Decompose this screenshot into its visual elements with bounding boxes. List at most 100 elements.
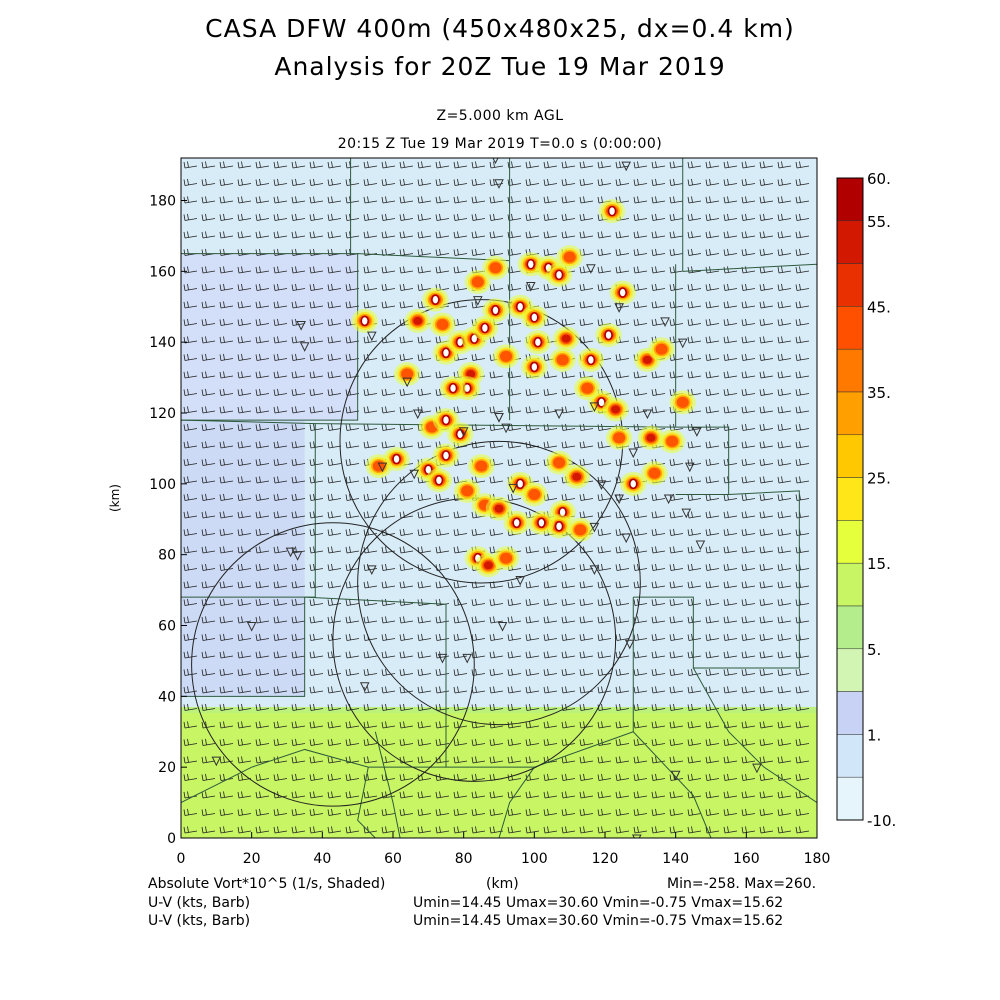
wind-barb: [741, 826, 756, 834]
station-marker: [586, 264, 596, 274]
wind-barb: [291, 213, 306, 221]
wind-barb: [507, 703, 522, 711]
vorticity-contour: [461, 485, 474, 497]
wind-barb: [327, 791, 342, 799]
wind-barb: [183, 528, 198, 536]
wind-barb: [777, 266, 792, 274]
wind-barb: [759, 476, 774, 484]
wind-barb: [579, 808, 594, 816]
colorbar-swatch: [836, 220, 864, 264]
station-marker: [366, 565, 377, 575]
wind-barb: [309, 213, 324, 221]
wind-barb: [651, 406, 666, 414]
wind-barb: [273, 686, 288, 694]
wind-barb: [669, 318, 684, 326]
wind-barb: [507, 196, 522, 204]
min-max-label: Min=-258. Max=260.: [667, 876, 817, 892]
wind-barb: [381, 213, 396, 221]
wind-barb: [453, 546, 468, 554]
wind-barb: [651, 266, 666, 274]
wind-barb: [759, 353, 774, 361]
chart-title: CASA DFW 400m (450x480x25, dx=0.4 km): [205, 14, 795, 43]
wind-barb: [615, 703, 630, 711]
station-marker: [614, 494, 624, 505]
wind-barb: [633, 581, 648, 589]
wind-barb: [417, 791, 432, 799]
wind-barb: [615, 248, 630, 256]
wind-barb: [687, 476, 702, 484]
wind-barb: [507, 371, 522, 379]
wind-barb: [615, 808, 630, 816]
wind-barb: [363, 423, 378, 431]
background-south-edge: [181, 706, 817, 713]
wind-barb: [381, 371, 396, 379]
wind-barb: [759, 738, 774, 746]
wind-barb: [705, 248, 720, 256]
station-marker: [684, 462, 695, 473]
wind-barb: [327, 773, 342, 781]
wind-barb: [741, 161, 756, 169]
wind-barb: [237, 721, 252, 729]
wind-barb: [579, 161, 594, 169]
wind-barb: [741, 213, 756, 221]
station-marker: [211, 756, 222, 767]
wind-barb: [669, 528, 684, 536]
wind-barb: [363, 511, 378, 519]
vorticity-core: [483, 561, 493, 570]
wind-barb: [345, 686, 360, 694]
wind-barb: [687, 318, 702, 326]
wind-barb: [273, 161, 288, 169]
wind-barb: [741, 598, 756, 606]
y-tick-label: 140: [149, 335, 176, 351]
wind-barb: [561, 213, 576, 221]
wind-barb: [201, 686, 216, 694]
wind-barb: [381, 476, 396, 484]
wind-barb: [777, 791, 792, 799]
wind-barb: [273, 598, 288, 606]
wind-barb: [651, 196, 666, 204]
y-tick-label: 120: [149, 406, 176, 422]
wind-barb: [327, 423, 342, 431]
wind-barb: [525, 458, 540, 466]
wind-barb: [363, 493, 378, 501]
wind-barb: [399, 703, 414, 711]
wind-barb: [255, 791, 270, 799]
vorticity-cell: [637, 425, 665, 450]
wind-barb: [723, 616, 738, 624]
wind-barb: [705, 738, 720, 746]
wind-barb: [219, 231, 234, 239]
wind-barb: [615, 511, 630, 519]
vorticity-core: [561, 334, 571, 343]
wind-barb: [651, 493, 666, 501]
county-boundary: [357, 253, 510, 262]
wind-barb: [579, 581, 594, 589]
wind-barb: [255, 686, 270, 694]
wind-barb: [525, 563, 540, 571]
wind-barb: [759, 458, 774, 466]
wind-barb: [471, 528, 486, 536]
wind-barb: [363, 371, 378, 379]
wind-barb: [777, 616, 792, 624]
vorticity-contour: [489, 262, 502, 274]
wind-barb: [705, 598, 720, 606]
wind-barb: [327, 388, 342, 396]
wind-barb: [651, 213, 666, 221]
wind-barb: [597, 791, 612, 799]
vorticity-peak: [434, 474, 444, 486]
wind-barb: [489, 528, 504, 536]
wind-barb: [435, 826, 450, 834]
wind-barb: [327, 808, 342, 816]
wind-barb: [201, 528, 216, 536]
wind-barb: [777, 371, 792, 379]
colorbar-swatch: [836, 691, 864, 735]
station-marker: [402, 377, 412, 388]
wind-barb: [237, 598, 252, 606]
wind-barb: [777, 353, 792, 361]
wind-barb: [759, 318, 774, 326]
vorticity-cell: [545, 262, 573, 287]
wind-barb: [309, 756, 324, 764]
vorticity-core: [646, 433, 656, 442]
wind-barb: [417, 581, 432, 589]
wind-barb: [291, 686, 306, 694]
wind-barb: [399, 808, 414, 816]
